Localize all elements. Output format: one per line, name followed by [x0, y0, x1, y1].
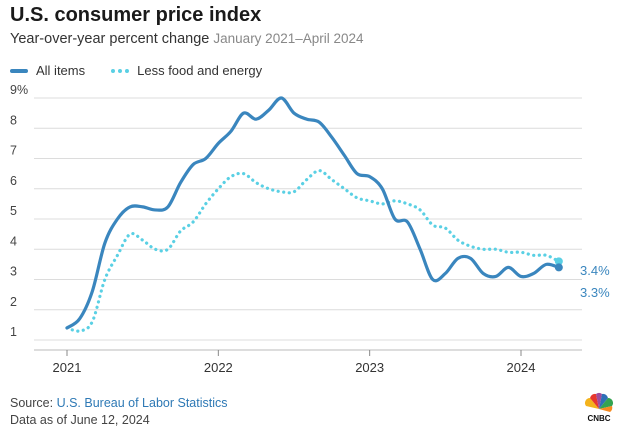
chart-title: U.S. consumer price index — [10, 4, 262, 26]
chart-subtitle: Year-over-year percent change January 20… — [10, 31, 364, 47]
x-tick-label: 2022 — [204, 360, 233, 375]
y-tick-label: 9% — [10, 83, 28, 97]
legend-item-less-food-energy: Less food and energy — [111, 63, 262, 78]
source-label: Source: — [10, 396, 54, 410]
subtitle-text: Year-over-year percent change — [10, 31, 210, 47]
series-line-all-items — [65, 96, 561, 330]
legend-label-all-items: All items — [36, 63, 86, 78]
series-end-point — [554, 257, 563, 266]
x-tick-label: 2023 — [355, 360, 384, 375]
cnbc-logo: CNBC — [582, 392, 616, 427]
source-link[interactable]: U.S. Bureau of Labor Statistics — [56, 396, 228, 410]
cnbc-logo-text: CNBC — [587, 414, 610, 422]
y-tick-label: 2 — [10, 295, 17, 309]
y-tick-label: 7 — [10, 144, 17, 158]
legend: All items Less food and energy — [10, 63, 288, 78]
legend-item-all-items: All items — [10, 63, 85, 78]
x-tick-label: 2021 — [53, 360, 82, 375]
legend-swatch-solid — [10, 68, 28, 73]
data-note: Data as of June 12, 2024 — [10, 413, 150, 427]
legend-label-less-food-energy: Less food and energy — [137, 63, 263, 78]
y-tick-label: 4 — [10, 234, 17, 248]
end-label-all-items: 3.3% — [580, 285, 610, 300]
y-tick-label: 5 — [10, 204, 17, 218]
y-tick-label: 1 — [10, 325, 17, 339]
y-tick-label: 3 — [10, 265, 17, 279]
date-range: January 2021–April 2024 — [213, 31, 364, 46]
series-line-less-food-energy — [65, 169, 561, 333]
legend-swatch-dotted — [111, 68, 130, 73]
series-end-point — [554, 263, 563, 272]
y-tick-label: 8 — [10, 113, 17, 127]
x-tick-label: 2024 — [507, 360, 536, 375]
y-tick-label: 6 — [10, 174, 17, 188]
source-line: Source: U.S. Bureau of Labor Statistics — [10, 396, 228, 410]
end-label-less-food-energy: 3.4% — [580, 263, 610, 278]
peacock-logo-icon: CNBC — [585, 393, 613, 423]
